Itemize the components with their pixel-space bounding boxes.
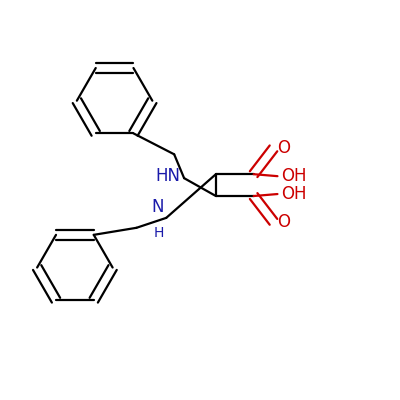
Text: O: O xyxy=(277,139,290,157)
Text: N: N xyxy=(152,198,164,216)
Text: OH: OH xyxy=(281,167,306,185)
Text: HN: HN xyxy=(155,167,180,185)
Text: H: H xyxy=(154,226,164,240)
Text: OH: OH xyxy=(281,185,306,203)
Text: O: O xyxy=(277,213,290,231)
